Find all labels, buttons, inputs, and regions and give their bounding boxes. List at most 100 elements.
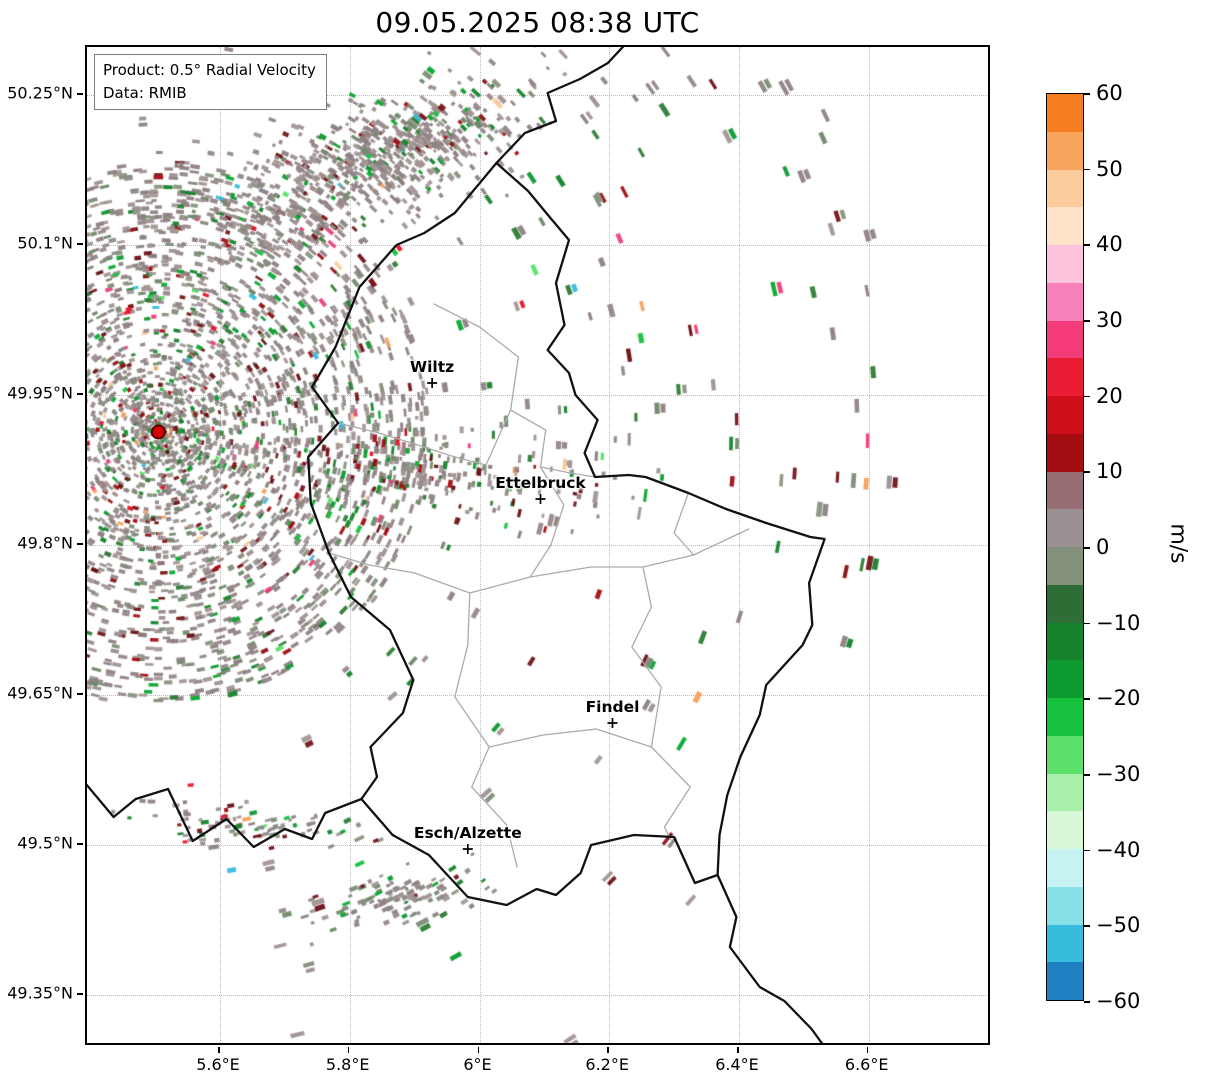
x-tick-label: 6.6°E xyxy=(844,1055,889,1074)
colorbar-tick-mark xyxy=(1084,395,1090,398)
colorbar-tick-label: −30 xyxy=(1096,762,1141,786)
product-label: Product: 0.5° Radial Velocity xyxy=(103,61,316,79)
colorbar-tick-label: 20 xyxy=(1096,383,1123,408)
luxembourg-border xyxy=(307,161,826,907)
colorbar-band xyxy=(1047,509,1083,547)
city-label-findel: Findel xyxy=(585,698,640,716)
colorbar-tick-label: −10 xyxy=(1096,610,1141,635)
national-border xyxy=(87,783,363,849)
colorbar xyxy=(1046,93,1084,1001)
canton-border xyxy=(488,728,653,748)
colorbar-band xyxy=(1047,547,1083,585)
canton-border xyxy=(631,566,691,841)
colorbar-band xyxy=(1047,169,1083,208)
canton-border xyxy=(673,492,695,556)
city-marker-ettelbruck xyxy=(535,494,546,504)
colorbar-tick-label: −40 xyxy=(1096,837,1141,862)
colorbar-tick-label: −50 xyxy=(1096,913,1141,938)
city-label-ettelbruck: Ettelbruck xyxy=(495,474,586,492)
canton-border xyxy=(328,528,750,594)
colorbar-band xyxy=(1047,245,1083,283)
x-tick-mark xyxy=(477,1047,480,1053)
x-tick-mark xyxy=(737,1047,739,1053)
canton-border xyxy=(433,303,596,478)
data-source-label: Data: RMIB xyxy=(103,83,187,102)
colorbar-band xyxy=(1047,811,1083,849)
x-tick-mark xyxy=(218,1047,220,1053)
colorbar-tick-mark xyxy=(1084,774,1090,776)
city-marker-findel xyxy=(607,718,618,728)
city-label-wiltz: Wiltz xyxy=(410,358,455,376)
colorbar-tick-label: 0 xyxy=(1096,535,1110,559)
colorbar-band xyxy=(1047,886,1083,925)
colorbar-tick-mark xyxy=(1084,547,1090,549)
colorbar-tick-mark xyxy=(1084,93,1090,95)
national-border xyxy=(495,47,625,165)
colorbar-band xyxy=(1047,358,1083,396)
x-tick-label: 6°E xyxy=(463,1055,492,1074)
x-tick-mark xyxy=(607,1047,609,1053)
colorbar-band xyxy=(1047,433,1083,472)
y-tick-mark xyxy=(77,93,83,95)
colorbar-band xyxy=(1047,698,1083,736)
x-tick-label: 5.8°E xyxy=(325,1055,370,1074)
map-plot: Product: 0.5° Radial Velocity Data: RMIB… xyxy=(85,45,990,1045)
y-tick-mark xyxy=(77,243,83,245)
x-tick-label: 6.2°E xyxy=(585,1055,629,1074)
colorbar-band xyxy=(1047,396,1083,434)
x-tick-mark xyxy=(866,1047,869,1053)
colorbar-band xyxy=(1047,735,1083,774)
colorbar-unit-label: m/s xyxy=(1165,523,1191,564)
colorbar-band xyxy=(1047,282,1083,321)
y-tick-mark xyxy=(77,393,83,395)
colorbar-tick-mark xyxy=(1084,698,1090,700)
radar-site-marker xyxy=(150,424,166,440)
colorbar-band xyxy=(1047,207,1083,245)
colorbar-band xyxy=(1047,320,1083,359)
colorbar-tick-label: 30 xyxy=(1096,308,1123,332)
map-borders-overlay xyxy=(87,47,826,1043)
y-tick-mark xyxy=(77,843,83,845)
colorbar-band xyxy=(1047,131,1083,170)
canton-border xyxy=(529,466,565,578)
colorbar-tick-label: 50 xyxy=(1096,156,1123,181)
y-tick-label: 49.35°N xyxy=(7,983,73,1003)
x-tick-label: 6.4°E xyxy=(715,1055,759,1074)
y-tick-label: 49.5°N xyxy=(17,833,73,853)
colorbar-band xyxy=(1047,584,1083,623)
colorbar-tick-mark xyxy=(1084,1001,1090,1003)
y-tick-mark xyxy=(77,693,83,695)
colorbar-band xyxy=(1047,94,1083,132)
colorbar-tick-label: 10 xyxy=(1096,459,1123,484)
city-marker-esch-alzette xyxy=(462,844,473,854)
y-tick-mark xyxy=(77,993,83,995)
colorbar-tick-mark xyxy=(1084,471,1090,473)
colorbar-band xyxy=(1047,773,1083,812)
colorbar-tick-label: 60 xyxy=(1096,81,1123,105)
city-label-esch-alzette: Esch/Alzette xyxy=(413,824,522,842)
colorbar-tick-mark xyxy=(1084,925,1090,927)
colorbar-band xyxy=(1047,622,1083,661)
colorbar-band xyxy=(1047,849,1083,887)
y-tick-label: 49.65°N xyxy=(7,683,73,703)
colorbar-tick-label: 40 xyxy=(1096,232,1123,257)
colorbar-tick-label: −20 xyxy=(1096,686,1141,711)
colorbar-band xyxy=(1047,471,1083,510)
colorbar-tick-mark xyxy=(1084,320,1090,322)
colorbar-band xyxy=(1047,660,1083,698)
colorbar-tick-mark xyxy=(1084,244,1090,246)
radar-echo-canvas xyxy=(87,47,988,1043)
colorbar-band xyxy=(1047,924,1083,963)
product-info-box: Product: 0.5° Radial Velocity Data: RMIB xyxy=(94,54,327,110)
national-border xyxy=(716,873,824,1043)
y-tick-mark xyxy=(77,543,83,545)
city-marker-wiltz xyxy=(427,378,438,388)
y-tick-label: 50.25°N xyxy=(7,83,73,103)
colorbar-band xyxy=(1047,962,1083,1000)
y-tick-label: 50.1°N xyxy=(17,233,73,253)
figure-title: 09.05.2025 08:38 UTC xyxy=(375,6,700,39)
colorbar-tick-mark xyxy=(1084,622,1090,625)
x-tick-mark xyxy=(347,1047,350,1053)
x-tick-label: 5.6°E xyxy=(196,1055,240,1074)
